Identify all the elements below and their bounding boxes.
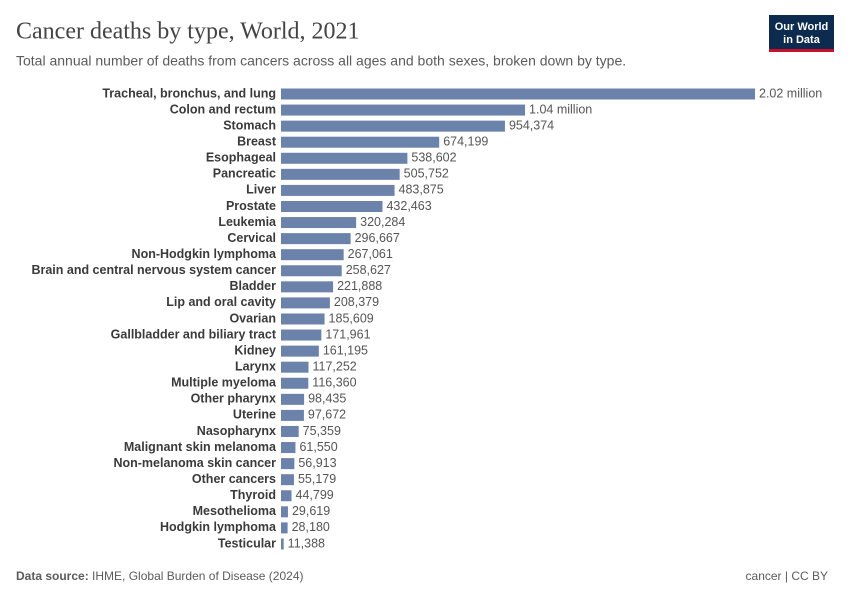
bar bbox=[281, 345, 319, 357]
bar bbox=[281, 506, 288, 518]
category-label: Cervical bbox=[227, 231, 276, 245]
value-label: 185,609 bbox=[329, 311, 374, 325]
bar bbox=[281, 184, 395, 196]
bar bbox=[281, 104, 526, 116]
bar bbox=[281, 233, 351, 245]
value-label: 97,672 bbox=[308, 408, 346, 422]
bar bbox=[281, 522, 288, 534]
category-label: Other cancers bbox=[192, 472, 276, 486]
value-label: 29,619 bbox=[292, 504, 330, 518]
value-label: 171,961 bbox=[325, 327, 370, 341]
value-label: 116,360 bbox=[312, 376, 356, 390]
category-label: Non-melanoma skin cancer bbox=[113, 456, 276, 470]
bar bbox=[281, 249, 344, 261]
category-label: Nasopharynx bbox=[197, 424, 276, 438]
logo[interactable]: Our World in Data bbox=[769, 15, 834, 52]
logo-stripe bbox=[769, 49, 834, 52]
license: cancer | CC BY bbox=[746, 569, 828, 583]
source-label: Data source: bbox=[16, 569, 89, 583]
logo-box bbox=[769, 15, 834, 49]
category-label: Malignant skin melanoma bbox=[124, 440, 277, 454]
value-label: 55,179 bbox=[298, 472, 336, 486]
category-label: Non-Hodgkin lymphoma bbox=[132, 247, 277, 261]
value-label: 258,627 bbox=[346, 263, 391, 277]
category-label: Larynx bbox=[235, 359, 276, 373]
value-label: 320,284 bbox=[360, 215, 405, 229]
category-label: Tracheal, bronchus, and lung bbox=[102, 86, 276, 100]
bar bbox=[281, 120, 505, 132]
category-label: Brain and central nervous system cancer bbox=[31, 263, 276, 277]
category-label: Colon and rectum bbox=[170, 102, 276, 116]
chart-subtitle: Total annual number of deaths from cance… bbox=[16, 53, 626, 69]
value-label: 954,374 bbox=[509, 118, 554, 132]
category-label: Kidney bbox=[234, 343, 276, 357]
bar bbox=[281, 217, 357, 229]
value-label: 483,875 bbox=[399, 183, 444, 197]
value-label: 117,252 bbox=[313, 359, 357, 373]
value-label: 1.04 million bbox=[529, 102, 592, 116]
bar bbox=[281, 136, 440, 148]
bar bbox=[281, 200, 383, 212]
category-label: Esophageal bbox=[206, 151, 276, 165]
category-label: Hodgkin lymphoma bbox=[160, 520, 277, 534]
value-label: 538,602 bbox=[411, 151, 456, 165]
bar bbox=[281, 168, 400, 180]
category-label: Bladder bbox=[229, 279, 276, 293]
chart-title: Cancer deaths by type, World, 2021 bbox=[16, 19, 360, 45]
bar bbox=[281, 361, 309, 373]
logo-text: in Data bbox=[783, 34, 821, 46]
category-label: Lip and oral cavity bbox=[166, 295, 276, 309]
value-label: 28,180 bbox=[292, 520, 330, 534]
category-label: Pancreatic bbox=[213, 167, 276, 181]
bar bbox=[281, 329, 322, 341]
value-label: 221,888 bbox=[337, 279, 382, 293]
bar bbox=[281, 409, 304, 421]
bar bbox=[281, 281, 334, 293]
category-label: Stomach bbox=[223, 118, 276, 132]
bar bbox=[281, 88, 755, 100]
category-label: Liver bbox=[246, 183, 276, 197]
category-label: Testicular bbox=[218, 536, 276, 550]
source: Data source: IHME, Global Burden of Dise… bbox=[16, 569, 303, 583]
category-label: Ovarian bbox=[229, 311, 276, 325]
value-label: 161,195 bbox=[323, 343, 368, 357]
category-label: Mesothelioma bbox=[193, 504, 277, 518]
category-label: Breast bbox=[237, 135, 277, 149]
value-label: 674,199 bbox=[443, 135, 488, 149]
value-label: 44,799 bbox=[296, 488, 334, 502]
value-label: 505,752 bbox=[404, 167, 449, 181]
value-label: 98,435 bbox=[308, 392, 346, 406]
bar bbox=[281, 458, 295, 470]
bar bbox=[281, 538, 284, 550]
bar bbox=[281, 313, 325, 325]
bar bbox=[281, 474, 294, 486]
value-label: 75,359 bbox=[303, 424, 341, 438]
value-label: 267,061 bbox=[348, 247, 393, 261]
value-label: 61,550 bbox=[299, 440, 337, 454]
bar bbox=[281, 442, 296, 454]
value-label: 56,913 bbox=[298, 456, 336, 470]
category-label: Thyroid bbox=[230, 488, 276, 502]
category-label: Other pharynx bbox=[191, 392, 276, 406]
value-label: 11,388 bbox=[288, 536, 325, 550]
category-label: Leukemia bbox=[218, 215, 277, 229]
bar bbox=[281, 425, 299, 437]
bar bbox=[281, 152, 408, 164]
bar bbox=[281, 297, 330, 309]
bar bbox=[281, 265, 342, 277]
category-label: Prostate bbox=[226, 199, 276, 213]
value-label: 296,667 bbox=[355, 231, 400, 245]
category-label: Gallbladder and biliary tract bbox=[111, 327, 277, 341]
source-text: IHME, Global Burden of Disease (2024) bbox=[92, 569, 303, 583]
category-label: Uterine bbox=[233, 408, 276, 422]
value-label: 432,463 bbox=[386, 199, 431, 213]
category-label: Multiple myeloma bbox=[171, 376, 277, 390]
bar bbox=[281, 393, 305, 405]
value-label: 2.02 million bbox=[759, 86, 822, 100]
bar bbox=[281, 377, 309, 389]
bar bbox=[281, 490, 292, 502]
logo-text: Our World bbox=[775, 21, 829, 33]
value-label: 208,379 bbox=[334, 295, 379, 309]
